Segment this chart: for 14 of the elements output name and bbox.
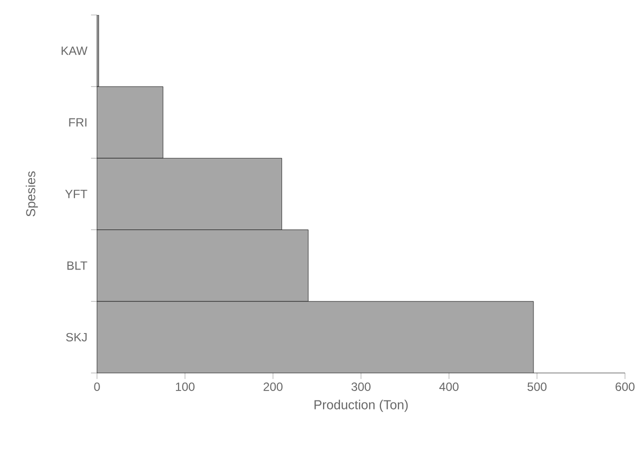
- x-tick-label: 500: [528, 382, 547, 391]
- x-tick-label: 300: [351, 382, 371, 391]
- x-tick-label: 0: [94, 382, 100, 391]
- x-tick-label: 400: [439, 382, 459, 391]
- y-tick-label: KAW: [62, 46, 88, 55]
- y-tick-label: FRI: [69, 118, 86, 126]
- x-axis-title: Production (Ton): [314, 400, 408, 412]
- x-tick-label: 200: [264, 382, 283, 391]
- y-tick-label: BLT: [67, 261, 88, 270]
- x-tick-label: 100: [176, 382, 195, 391]
- y-tick-label: YFT: [65, 190, 88, 198]
- y-axis-title: Spesies: [26, 171, 38, 216]
- x-tick-label: 600: [616, 382, 635, 391]
- y-tick-label: SKJ: [66, 332, 87, 342]
